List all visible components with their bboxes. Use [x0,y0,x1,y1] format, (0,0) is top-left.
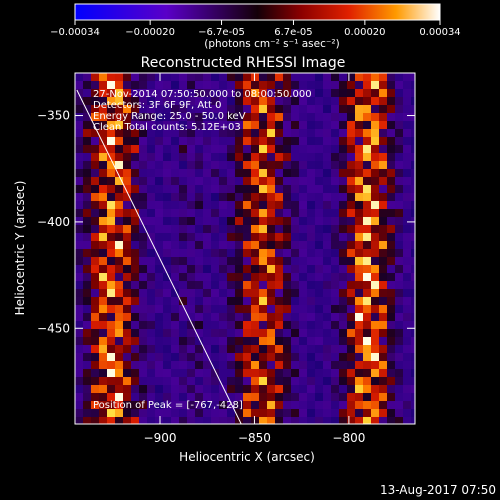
colorbar-gradient [74,3,441,21]
colorbar: −0.00034 −0.00020 −6.7e-05 6.7e-05 0.00020 0.… [50,3,461,50]
y-tick-label: −450 [37,321,70,335]
peak-position-label: Position of Peak = [-767,-428] [93,400,243,411]
y-tick-label: −400 [37,215,70,229]
x-axis-ticks: −900 −850 −800 [144,73,365,445]
colorbar-tick-label: 6.7e-05 [274,27,312,38]
annotation-detectors: Detectors: 3F 6F 9F, Att 0 [93,100,221,111]
info-annotations: 27-Nov-2014 07:50:50.000 to 08:00:50.000… [93,89,312,133]
annotation-clean-counts: Clean Total counts: 5.12E+03 [93,122,241,133]
heatmap-area [74,72,416,425]
colorbar-tick-label: −6.7e-05 [198,27,245,38]
x-tick-label: −900 [144,431,177,445]
y-axis-ticks: −350 −400 −450 [37,109,415,335]
colorbar-tick-label: −0.00020 [125,27,175,38]
chart-title: Reconstructed RHESSI Image [141,55,346,71]
annotation-energy-range: Energy Range: 25.0 - 50.0 keV [93,111,246,122]
colorbar-ticks: −0.00034 −0.00020 −6.7e-05 6.7e-05 0.00020 0.… [50,20,461,38]
timestamp: 13-Aug-2017 07:50 [380,483,496,497]
x-axis-label: Heliocentric X (arcsec) [179,450,315,464]
colorbar-tick-label: 0.00034 [419,27,460,38]
solar-limb-line [76,89,242,424]
heatmap-cells [75,73,415,424]
colorbar-units: (photons cm⁻² s⁻¹ asec⁻²) [204,38,339,50]
annotation-time-range: 27-Nov-2014 07:50:50.000 to 08:00:50.000 [93,89,312,100]
plot-frame [74,72,416,425]
y-tick-label: −350 [37,109,70,123]
colorbar-tick-label: 0.00020 [344,27,385,38]
colorbar-tick-label: −0.00034 [50,27,100,38]
y-axis-label: Heliocentric Y (arcsec) [13,181,27,316]
x-tick-label: −850 [238,431,271,445]
x-tick-label: −800 [332,431,365,445]
